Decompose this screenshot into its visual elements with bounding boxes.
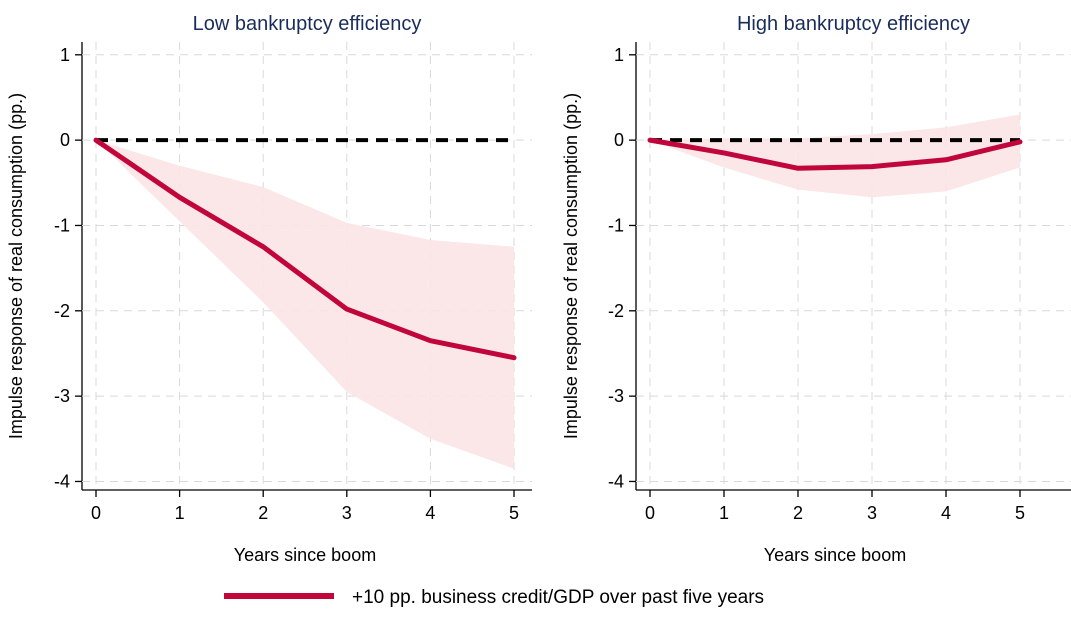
- x-tick-label: 1: [719, 503, 729, 523]
- y-tick-label: -1: [54, 215, 70, 235]
- legend-label: +10 pp. business credit/GDP over past fi…: [352, 587, 764, 608]
- x-axis-title: Years since boom: [764, 545, 906, 565]
- x-tick-label: 2: [258, 503, 268, 523]
- series-line: [93, 137, 517, 361]
- x-tick-label: 3: [867, 503, 877, 523]
- confidence-band: [650, 114, 1020, 198]
- y-tick-label: -4: [608, 471, 624, 491]
- panel-high-bankruptcy-efficiency: 1 0 -1 -2 -3 -4 0 1 2 3 4 5 High bankruptcy efficien…: [561, 13, 1071, 565]
- plot-area: [636, 42, 1071, 490]
- y-tick-label: 0: [614, 130, 624, 150]
- panel-title: Low bankruptcy efficiency: [193, 13, 422, 35]
- panel-low-bankruptcy-efficiency: 1 0 -1 -2 -3 -4 0 1 2 3 4 5 Low bankruptcy efficienc…: [6, 13, 532, 565]
- x-tick-label: 3: [342, 503, 352, 523]
- series-line: [647, 137, 1023, 171]
- x-tick-label: 5: [509, 503, 519, 523]
- x-tick-label: 4: [425, 503, 435, 523]
- y-tick-label: -3: [54, 386, 70, 406]
- x-tick-label: 5: [1015, 503, 1025, 523]
- confidence-band: [96, 140, 514, 469]
- x-tick-label: 4: [941, 503, 951, 523]
- x-tick-label: 0: [645, 503, 655, 523]
- y-tick-label: 1: [614, 45, 624, 65]
- panel-title: High bankruptcy efficiency: [737, 13, 970, 35]
- y-tick-label: -1: [608, 215, 624, 235]
- x-axis-title: Years since boom: [234, 545, 376, 565]
- x-tick-label: 2: [793, 503, 803, 523]
- legend: +10 pp. business credit/GDP over past fi…: [224, 587, 764, 608]
- y-tick-label: -3: [608, 386, 624, 406]
- y-tick-label: -2: [54, 301, 70, 321]
- y-axis-title: Impulse response of real consumption (pp…: [561, 93, 581, 439]
- y-tick-label: -4: [54, 471, 70, 491]
- y-tick-label: 0: [60, 130, 70, 150]
- x-tick-label: 1: [175, 503, 185, 523]
- x-tick-label: 0: [91, 503, 101, 523]
- plot-area: [82, 42, 532, 490]
- y-axis-title: Impulse response of real consumption (pp…: [6, 93, 26, 439]
- y-tick-label: 1: [60, 45, 70, 65]
- y-tick-label: -2: [608, 301, 624, 321]
